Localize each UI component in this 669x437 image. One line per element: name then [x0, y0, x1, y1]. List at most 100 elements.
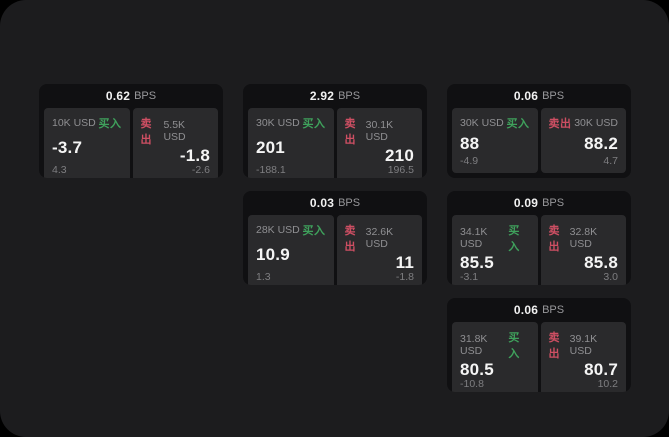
sell-price: 80.7	[584, 360, 618, 379]
buy-amount: 34.1K USD	[460, 226, 488, 250]
sell-delta: 10.2	[597, 378, 618, 390]
buy-quote-tile[interactable]: 34.1K USD 买入 85.5 -3.1	[452, 215, 538, 285]
buy-delta: -10.8	[460, 378, 484, 390]
buy-side-label: 买入	[302, 118, 326, 130]
quote-tiles: 30K USD 买入 201 -188.1 卖出 30.1K USD 210 1…	[243, 108, 427, 178]
bps-value: 0.62	[105, 89, 131, 103]
bps-value: 2.92	[309, 89, 335, 103]
quote-tiles: 34.1K USD 买入 85.5 -3.1 卖出 32.8K USD 85.8…	[447, 215, 631, 285]
buy-side-label: 买入	[302, 225, 326, 237]
bps-unit: BPS	[542, 197, 565, 209]
sell-delta: -1.8	[395, 271, 414, 283]
buy-quote-tile[interactable]: 31.8K USD 买入 80.5 -10.8	[452, 322, 538, 392]
buy-delta: -188.1	[256, 164, 286, 176]
quote-tiles: 30K USD 买入 88 -4.9 卖出 30K USD 88.2 4.7	[447, 108, 631, 178]
sell-quote-tile[interactable]: 卖出 30.1K USD 210 196.5	[336, 108, 422, 178]
buy-side-label: 买入	[508, 332, 520, 360]
quote-tiles: 31.8K USD 买入 80.5 -10.8 卖出 39.1K USD 80.…	[447, 322, 631, 392]
buy-quote-tile[interactable]: 30K USD 买入 88 -4.9	[452, 108, 538, 173]
buy-price: -3.7	[52, 138, 83, 157]
sell-delta: -2.6	[191, 164, 210, 176]
bps-value: 0.09	[513, 196, 539, 210]
sell-side-label: 卖出	[548, 332, 560, 360]
bps-unit: BPS	[338, 197, 361, 209]
buy-amount: 10K USD	[52, 117, 96, 129]
bps-value: 0.06	[513, 303, 539, 317]
sell-tile-top: 卖出 30.1K USD	[345, 115, 415, 147]
buy-quote-tile[interactable]: 28K USD 买入 10.9 1.3	[248, 215, 334, 285]
quote-card: 0.09 BPS 34.1K USD 买入 85.5 -3.1 卖出 32.8K…	[447, 191, 631, 285]
buy-price: 85.5	[460, 253, 494, 272]
buy-side-label: 买入	[506, 118, 530, 130]
sell-quote-tile[interactable]: 卖出 32.6K USD 11 -1.8	[336, 215, 422, 285]
quote-card: 0.62 BPS 10K USD 买入 -3.7 4.3 卖出 5.5K USD	[39, 84, 223, 178]
buy-amount: 28K USD	[256, 224, 300, 236]
bps-header: 0.06 BPS	[447, 298, 631, 322]
bps-value: 0.03	[309, 196, 335, 210]
buy-tile-top: 34.1K USD 买入	[460, 222, 530, 254]
buy-amount: 30K USD	[256, 117, 300, 129]
sell-delta: 3.0	[603, 271, 618, 283]
sell-delta: 4.7	[603, 155, 618, 167]
buy-price: 80.5	[460, 360, 494, 379]
buy-price: 88	[460, 133, 480, 153]
bps-value: 0.06	[513, 89, 539, 103]
buy-side-label: 买入	[508, 225, 520, 253]
quote-card: 0.03 BPS 28K USD 买入 10.9 1.3 卖出 32.6K US…	[243, 191, 427, 285]
bps-header: 2.92 BPS	[243, 84, 427, 108]
sell-amount: 32.8K USD	[569, 226, 598, 250]
buy-tile-top: 28K USD 买入	[256, 222, 326, 238]
sell-tile-top: 卖出 39.1K USD	[549, 329, 619, 361]
sell-price: -1.8	[179, 146, 210, 165]
buy-amount: 31.8K USD	[460, 333, 488, 357]
buy-tile-top: 30K USD 买入	[460, 115, 530, 131]
buy-amount: 30K USD	[460, 117, 504, 129]
buy-side-label: 买入	[98, 118, 122, 130]
sell-price: 11	[395, 253, 414, 272]
quote-tiles: 10K USD 买入 -3.7 4.3 卖出 5.5K USD -1.8 -2.…	[39, 108, 223, 178]
quote-card: 0.06 BPS 31.8K USD 买入 80.5 -10.8 卖出 39.1…	[447, 298, 631, 392]
sell-price: 210	[385, 146, 414, 165]
sell-quote-tile[interactable]: 卖出 5.5K USD -1.8 -2.6	[132, 108, 218, 178]
buy-quote-tile[interactable]: 10K USD 买入 -3.7 4.3	[44, 108, 130, 178]
sell-side-label: 卖出	[548, 118, 572, 130]
sell-tile-top: 卖出 5.5K USD	[141, 115, 211, 147]
sell-tile-top: 卖出 30K USD	[549, 115, 619, 131]
buy-delta: -3.1	[460, 271, 479, 283]
sell-amount: 30K USD	[574, 117, 618, 129]
buy-quote-tile[interactable]: 30K USD 买入 201 -188.1	[248, 108, 334, 178]
bps-header: 0.06 BPS	[447, 84, 631, 108]
buy-tile-top: 30K USD 买入	[256, 115, 326, 131]
sell-price: 88.2	[584, 133, 618, 153]
sell-side-label: 卖出	[344, 118, 356, 146]
bps-header: 0.62 BPS	[39, 84, 223, 108]
quote-card: 2.92 BPS 30K USD 买入 201 -188.1 卖出 30.1K …	[243, 84, 427, 178]
sell-price: 85.8	[584, 253, 618, 272]
bps-unit: BPS	[338, 90, 361, 102]
sell-side-label: 卖出	[344, 225, 356, 253]
sell-delta: 196.5	[387, 164, 414, 176]
buy-tile-top: 10K USD 买入	[52, 115, 122, 131]
buy-price: 201	[256, 138, 285, 157]
sell-amount: 30.1K USD	[365, 119, 394, 143]
bps-unit: BPS	[134, 90, 157, 102]
buy-delta: -4.9	[460, 155, 479, 167]
sell-quote-tile[interactable]: 卖出 32.8K USD 85.8 3.0	[540, 215, 626, 285]
sell-quote-tile[interactable]: 卖出 30K USD 88.2 4.7	[540, 108, 626, 173]
buy-price: 10.9	[256, 245, 290, 264]
buy-tile-top: 31.8K USD 买入	[460, 329, 530, 361]
sell-tile-top: 卖出 32.8K USD	[549, 222, 619, 254]
sell-amount: 5.5K USD	[163, 119, 186, 143]
buy-delta: 1.3	[256, 271, 271, 283]
sell-side-label: 卖出	[140, 118, 152, 146]
sell-tile-top: 卖出 32.6K USD	[345, 222, 415, 254]
bps-header: 0.03 BPS	[243, 191, 427, 215]
bps-header: 0.09 BPS	[447, 191, 631, 215]
quote-grid: 0.62 BPS 10K USD 买入 -3.7 4.3 卖出 5.5K USD	[39, 84, 631, 392]
bps-unit: BPS	[542, 304, 565, 316]
quote-card: 0.06 BPS 30K USD 买入 88 -4.9 卖出 30K USD	[447, 84, 631, 178]
quote-tiles: 28K USD 买入 10.9 1.3 卖出 32.6K USD 11 -1.8	[243, 215, 427, 285]
sell-side-label: 卖出	[548, 225, 560, 253]
sell-quote-tile[interactable]: 卖出 39.1K USD 80.7 10.2	[540, 322, 626, 392]
